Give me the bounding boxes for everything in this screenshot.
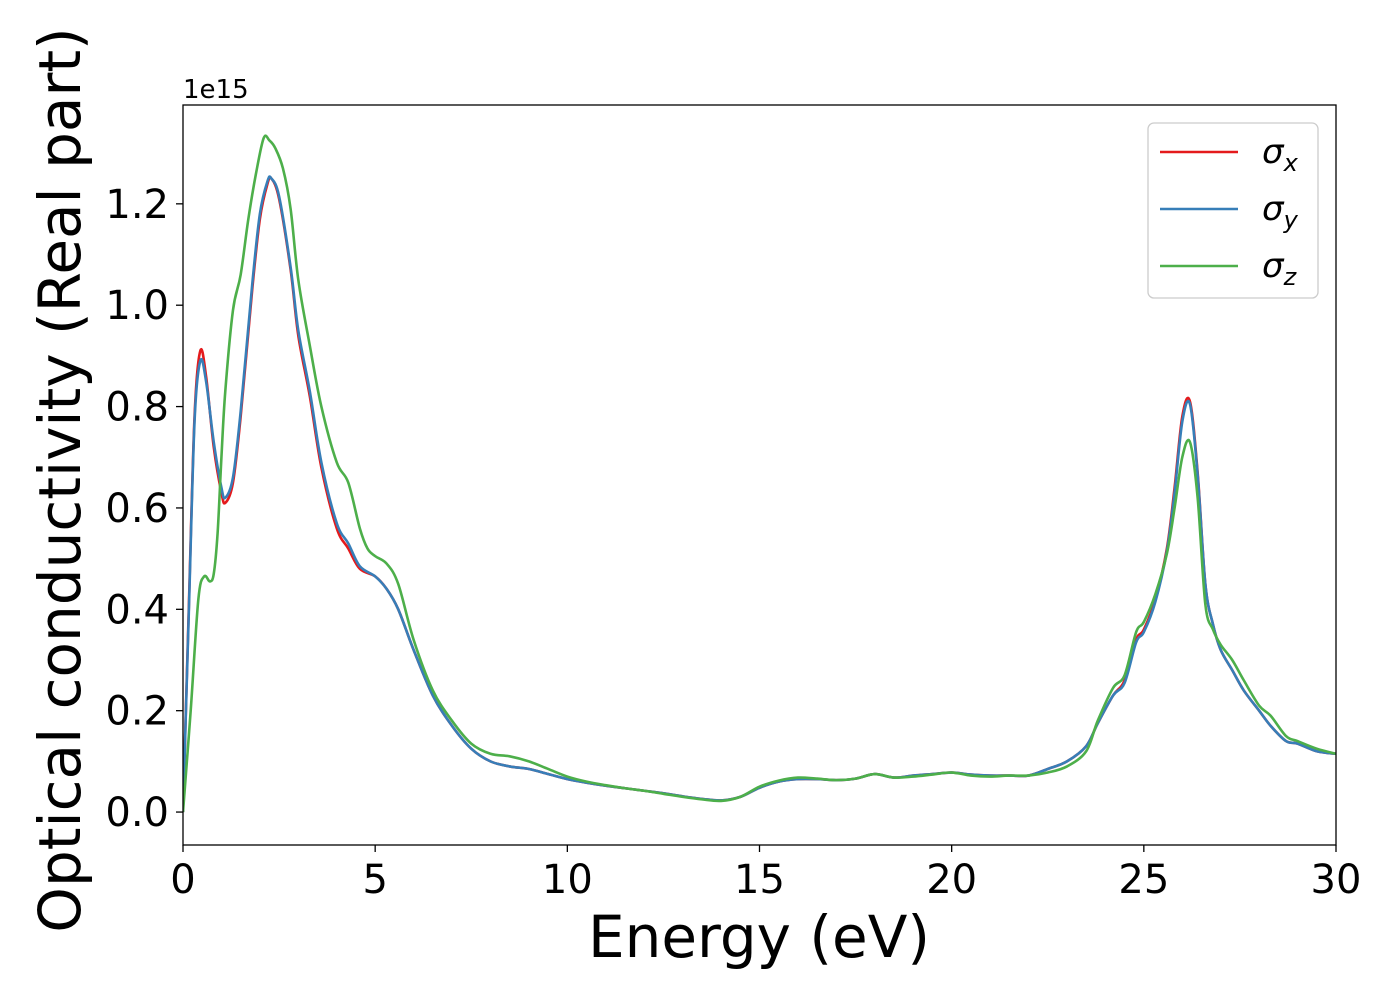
x-tick-label: 20: [926, 857, 977, 903]
y-tick-label: 1.2: [105, 182, 169, 228]
y-tick-label: 0.0: [105, 790, 169, 836]
x-tick-label: 10: [542, 857, 593, 903]
y-tick-label: 0.4: [105, 587, 169, 633]
y-tick-label: 0.6: [105, 486, 169, 532]
x-tick-label: 0: [170, 857, 195, 903]
x-axis-title: Energy (eV): [588, 903, 930, 971]
y-axis-ticks: 0.0 0.2 0.4 0.6 0.8 1.0 1.2: [105, 182, 183, 836]
y-tick-label: 0.2: [105, 689, 169, 735]
x-tick-label: 30: [1311, 857, 1362, 903]
x-tick-label: 15: [734, 857, 785, 903]
legend-label-z: σz: [1262, 246, 1298, 291]
y-tick-label: 1.0: [105, 283, 169, 329]
series-line-z: [183, 134, 1336, 813]
y-tick-label: 0.8: [105, 385, 169, 431]
x-tick-label: 5: [362, 857, 387, 903]
x-tick-label: 25: [1118, 857, 1169, 903]
x-axis-ticks: 0 5 10 15 20 25 30: [170, 845, 1361, 903]
legend-box: [1147, 122, 1319, 299]
plot-lines: [183, 134, 1336, 813]
y-axis-offset-label: 1e15: [183, 75, 249, 105]
y-axis-title: Optical conductivity (Real part): [26, 27, 94, 932]
